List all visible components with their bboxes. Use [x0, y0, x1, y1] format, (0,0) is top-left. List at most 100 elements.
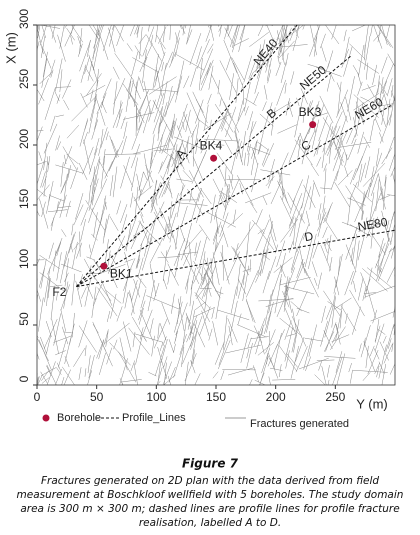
fracture [391, 90, 395, 101]
fracture [163, 250, 167, 281]
fracture [174, 114, 187, 147]
fracture [46, 321, 51, 337]
fracture [89, 245, 91, 253]
fracture [272, 379, 295, 380]
fracture [190, 67, 196, 87]
fracture [195, 373, 201, 385]
fracture [54, 313, 61, 345]
fracture [373, 310, 377, 323]
fracture [220, 191, 237, 203]
fracture [192, 2, 197, 15]
fracture [390, 356, 398, 375]
fracture [138, 301, 145, 320]
fracture [304, 185, 316, 208]
fracture [240, 22, 246, 40]
y-tick-label: 150 [17, 189, 31, 209]
fracture [164, 356, 168, 367]
fracture [402, 332, 420, 334]
fracture [233, 210, 236, 224]
fracture [258, 342, 274, 355]
fracture [61, 162, 63, 187]
fracture [221, 252, 230, 284]
fracture [352, 307, 360, 335]
fracture [258, 11, 270, 36]
fracture [254, 92, 259, 104]
fracture [345, 271, 354, 295]
fracture [327, 235, 331, 261]
fracture [324, 330, 333, 348]
fracture [190, 33, 201, 65]
fracture [221, 370, 224, 380]
profile-label: NE50 [297, 63, 329, 93]
fracture [334, 182, 350, 207]
fracture [350, 168, 356, 184]
fracture [219, 334, 230, 365]
fracture [158, 257, 180, 258]
fracture [305, 356, 310, 371]
fracture [337, 83, 341, 92]
fracture [91, 61, 94, 71]
fracture [322, 148, 325, 168]
fracture [44, 143, 47, 170]
fracture [44, 124, 57, 154]
fracture [263, 196, 267, 205]
fracture [63, 174, 67, 208]
fracture [236, 78, 238, 102]
fracture [28, 53, 33, 66]
fracture [277, 80, 286, 106]
fracture [256, 219, 269, 250]
fracture [142, 237, 152, 270]
fracture [379, 238, 389, 272]
fracture [177, 157, 179, 172]
fracture [133, 81, 141, 99]
fracture [168, 181, 172, 199]
fracture [176, 32, 178, 42]
fracture [165, 52, 173, 70]
caption-title: Figure 7 [182, 457, 239, 471]
fracture [132, 57, 159, 72]
fracture [64, 155, 66, 164]
fracture [85, 368, 86, 376]
fracture [361, 183, 370, 209]
fracture [72, 274, 75, 306]
fracture [40, 16, 50, 46]
fracture [381, 0, 383, 15]
fracture [38, 297, 43, 331]
fracture [238, 99, 244, 121]
fracture [255, 269, 261, 283]
fracture [110, 175, 113, 196]
fracture [397, 176, 404, 199]
fracture [313, 180, 319, 196]
fracture [57, 94, 60, 103]
fracture [353, 65, 358, 74]
fracture [90, 157, 99, 188]
fracture [169, 339, 174, 353]
fracture [45, 87, 56, 120]
profile-label: NE80 [357, 215, 389, 234]
fracture [105, 161, 113, 178]
fracture [109, 140, 123, 171]
fracture [247, 222, 251, 256]
fracture [146, 165, 154, 183]
fracture [142, 334, 147, 342]
fracture [269, 159, 275, 181]
fracture [136, 105, 137, 131]
fracture [211, 74, 218, 89]
fracture [89, 355, 95, 378]
fracture [70, 244, 72, 252]
fracture [329, 257, 332, 271]
fracture [356, 241, 359, 269]
fracture [29, 225, 33, 236]
fracture [150, 238, 163, 263]
fracture [314, 16, 324, 41]
x-axis-label: Y (m) [356, 396, 388, 411]
fracture [98, 142, 101, 155]
fracture [344, 30, 346, 41]
fracture [353, 370, 388, 372]
fracture [396, 91, 405, 114]
fracture [81, 65, 86, 83]
fracture [48, 210, 68, 212]
fracture [135, 6, 139, 17]
fracture [324, 218, 337, 239]
fracture [251, 141, 256, 159]
